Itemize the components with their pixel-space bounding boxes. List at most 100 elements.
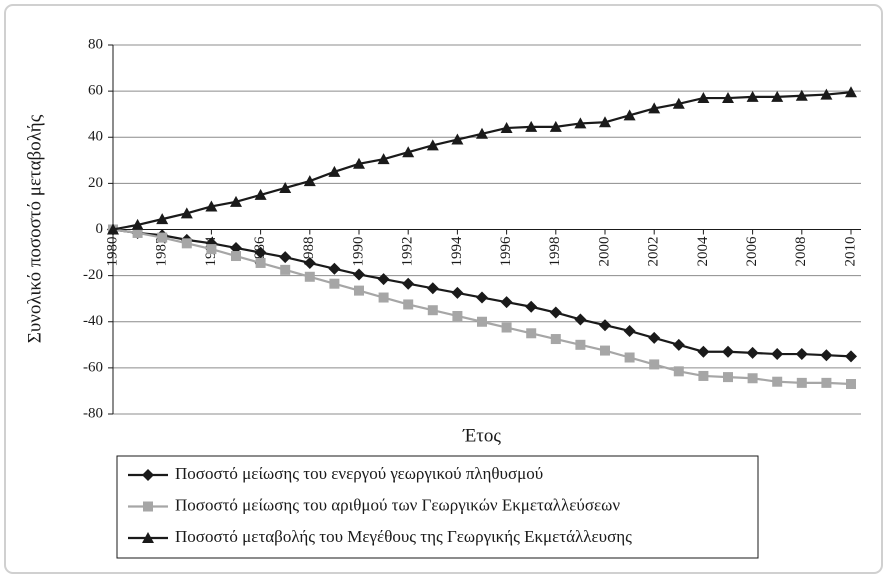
marker bbox=[771, 90, 784, 102]
marker bbox=[329, 278, 340, 289]
marker bbox=[723, 372, 733, 383]
x-tick-label: 1982 bbox=[154, 237, 170, 267]
marker bbox=[303, 256, 316, 269]
marker bbox=[426, 139, 439, 151]
marker bbox=[672, 97, 685, 109]
marker bbox=[157, 232, 168, 243]
marker bbox=[279, 251, 292, 264]
marker bbox=[795, 348, 808, 361]
marker bbox=[746, 346, 759, 359]
marker bbox=[526, 328, 537, 339]
marker bbox=[697, 345, 710, 358]
marker bbox=[820, 88, 833, 100]
x-axis-label: Έτος bbox=[462, 425, 501, 446]
marker bbox=[230, 195, 242, 207]
x-tick-label: 1998 bbox=[547, 237, 563, 267]
marker bbox=[649, 359, 660, 370]
marker bbox=[574, 313, 587, 326]
marker bbox=[525, 120, 538, 132]
marker bbox=[845, 350, 857, 363]
x-tick-label: 2006 bbox=[744, 236, 760, 267]
marker bbox=[500, 122, 513, 134]
marker bbox=[451, 286, 464, 299]
marker bbox=[747, 373, 758, 384]
marker bbox=[143, 501, 153, 512]
marker bbox=[427, 305, 438, 316]
marker bbox=[230, 241, 242, 254]
marker bbox=[500, 296, 513, 309]
legend-label: Ποσοστό μείωσης του αριθμού των Γεωργικώ… bbox=[175, 495, 620, 514]
x-tick-label: 2004 bbox=[695, 236, 711, 267]
marker bbox=[648, 331, 661, 344]
marker bbox=[698, 370, 709, 381]
marker bbox=[599, 319, 611, 332]
x-tick-label: 1992 bbox=[400, 237, 416, 267]
marker bbox=[353, 268, 365, 281]
marker bbox=[280, 264, 291, 275]
marker bbox=[624, 352, 635, 363]
marker bbox=[426, 282, 439, 295]
x-tick-label: 1996 bbox=[498, 236, 514, 267]
marker bbox=[451, 133, 464, 145]
marker bbox=[821, 377, 832, 388]
marker bbox=[599, 116, 611, 128]
marker bbox=[697, 92, 710, 104]
y-tick-label: -60 bbox=[83, 359, 103, 375]
marker bbox=[328, 262, 341, 275]
marker bbox=[206, 244, 217, 255]
y-tick-label: -40 bbox=[83, 313, 103, 329]
marker bbox=[820, 349, 833, 362]
marker bbox=[623, 109, 636, 121]
marker bbox=[722, 92, 734, 104]
marker bbox=[142, 532, 154, 543]
marker bbox=[549, 306, 562, 319]
x-tick-label: 1980 bbox=[104, 237, 120, 267]
marker bbox=[131, 218, 144, 230]
marker bbox=[181, 238, 192, 249]
marker bbox=[550, 334, 561, 345]
marker bbox=[303, 175, 316, 187]
marker bbox=[795, 89, 808, 101]
legend-box bbox=[116, 455, 759, 559]
marker bbox=[377, 153, 390, 165]
marker bbox=[132, 227, 143, 238]
marker bbox=[377, 273, 390, 286]
marker bbox=[477, 316, 487, 327]
x-tick-label: 2000 bbox=[596, 237, 612, 267]
marker bbox=[476, 291, 488, 304]
x-tick-label: 1988 bbox=[301, 237, 317, 267]
marker bbox=[231, 251, 241, 262]
y-tick-label: 20 bbox=[88, 175, 103, 191]
marker bbox=[402, 277, 415, 290]
marker bbox=[722, 345, 734, 358]
x-tick-label: 1994 bbox=[449, 236, 465, 267]
marker bbox=[180, 207, 193, 219]
legend-label: Ποσοστό μείωσης του ενεργού γεωργικού πλ… bbox=[175, 464, 543, 483]
y-tick-label: 80 bbox=[88, 36, 103, 52]
x-tick-label: 2010 bbox=[842, 237, 858, 267]
marker bbox=[107, 223, 119, 235]
y-tick-label: -80 bbox=[83, 405, 103, 421]
marker bbox=[156, 213, 169, 225]
marker bbox=[353, 157, 365, 169]
marker bbox=[746, 90, 759, 102]
marker bbox=[846, 379, 856, 390]
marker bbox=[673, 366, 684, 377]
marker bbox=[354, 285, 364, 296]
marker bbox=[772, 376, 783, 387]
marker bbox=[254, 246, 267, 259]
marker bbox=[402, 146, 415, 158]
y-tick-label: 60 bbox=[88, 83, 103, 99]
x-tick-label: 1990 bbox=[350, 237, 366, 267]
marker bbox=[476, 127, 488, 139]
chart-border bbox=[4, 4, 883, 574]
marker bbox=[648, 102, 661, 114]
y-axis-label: Συνολικό ποσοστό μεταβολής bbox=[24, 114, 45, 343]
marker bbox=[501, 322, 512, 333]
marker bbox=[845, 86, 857, 98]
marker bbox=[205, 200, 218, 212]
x-tick-label: 2002 bbox=[646, 237, 662, 267]
marker bbox=[452, 310, 463, 321]
y-tick-label: 0 bbox=[96, 221, 104, 237]
